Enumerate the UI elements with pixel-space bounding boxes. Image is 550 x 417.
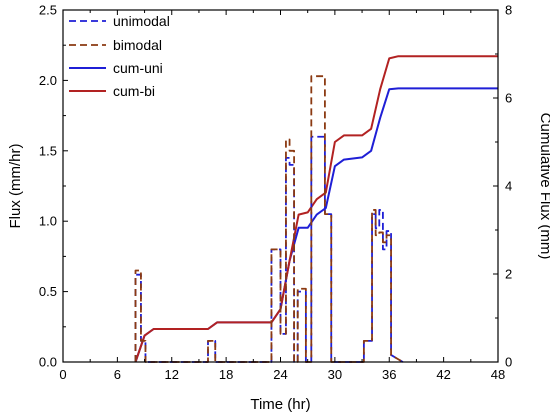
legend-label-cum-bi: cum-bi [113,83,155,99]
y-right-tick-label: 6 [505,91,512,106]
y-left-tick-label: 0.0 [39,355,57,370]
y-axis-label-right: Cumulative Flux (mm) [537,113,550,260]
y-right-tick-label: 8 [505,3,512,18]
series-line-unimodal [134,135,404,363]
x-axis-label: Time (hr) [250,396,310,413]
series-line-cum-bi [134,55,498,363]
legend-label-bimodal: bimodal [113,37,162,53]
x-tick-label: 42 [436,367,450,382]
y-right-tick-label: 0 [505,355,512,370]
series-line-bimodal [134,75,404,363]
y-left-tick-label: 2.5 [39,3,57,18]
y-left-tick-label: 1.5 [39,143,57,158]
x-tick-label: 36 [382,367,396,382]
y-left-tick-label: 0.5 [39,284,57,299]
y-left-tick-label: 2.0 [39,73,57,88]
series-layer [134,55,498,363]
y-axis-label-left: Flux (mm/hr) [7,144,24,229]
series-line-cum-uni [134,87,498,363]
x-tick-label: 12 [165,367,179,382]
legend: unimodal bimodal cum-uni cum-bi [69,13,170,99]
legend-label-cum-uni: cum-uni [113,60,163,76]
x-tick-label: 18 [219,367,233,382]
x-tick-label: 48 [491,367,505,382]
x-tick-label: 30 [328,367,342,382]
y-right-tick-label: 2 [505,267,512,282]
x-tick-label: 0 [59,367,66,382]
x-tick-label: 6 [114,367,121,382]
legend-label-unimodal: unimodal [113,13,170,29]
x-tick-label: 24 [273,367,287,382]
y-left-tick-label: 1.0 [39,214,57,229]
y-right-tick-label: 4 [505,179,512,194]
